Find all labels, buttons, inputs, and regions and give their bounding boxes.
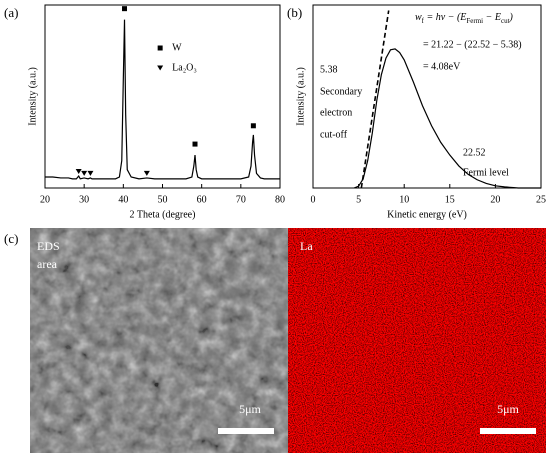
sem-texture [30,228,288,453]
x-tick-label: 60 [197,194,207,205]
scale-bar-label: 5μm [239,402,261,416]
x-tick-label: 0 [311,194,316,205]
data-line [360,10,390,189]
peak-marker [87,170,94,176]
panel-label: (c) [4,231,18,246]
formula-part: − E [483,12,501,23]
plot-frame [312,4,542,189]
scale-bar [480,428,536,434]
formula-part: ) [509,12,514,23]
y-axis-label: Intensity (a.u.) [27,67,38,126]
peak-marker [143,170,150,176]
formula-part: cut [501,17,510,25]
formula-part: f [422,17,425,25]
peak-marker [122,6,128,12]
annotation: 5.38 [320,64,338,75]
formula: wf = hν − (EFermi − Ecut) [415,12,514,24]
formula-part: Fermi [466,17,483,25]
x-tick-label: 70 [236,194,246,205]
x-tick-label: 30 [79,194,89,205]
peak-marker [192,141,198,147]
x-tick-label: 40 [118,194,128,205]
legend-marker [157,65,164,71]
peak-marker [250,123,256,129]
x-tick-label: 15 [445,194,455,205]
data-line [353,48,541,189]
plot-frame [44,4,281,189]
eds-texture [288,228,546,453]
x-tick-label: 25 [536,194,546,205]
annotation: Fermi level [463,167,509,178]
annotation: = 21.22 − (22.52 − 5.38) [423,39,522,50]
x-tick-label: 5 [356,194,361,205]
legend-marker [157,45,163,51]
image-label: EDS [37,239,60,253]
formula-part: = hν − (E [424,12,466,23]
x-tick-label: 20 [40,194,50,205]
x-axis-label: Kinetic energy (eV) [387,209,467,220]
x-tick-label: 10 [399,194,409,205]
annotation: electron [320,107,352,118]
legend-label: W [172,42,182,53]
x-tick-label: 20 [490,194,500,205]
x-axis-label: 2 Theta (degree) [130,209,196,220]
scale-bar [218,428,274,434]
image-label: area [37,257,58,271]
x-tick-label: 50 [158,194,168,205]
panel-label: (a) [4,5,18,20]
annotation: 22.52 [463,147,486,158]
data-line [45,19,280,180]
y-axis-label: Intensity (a.u.) [295,67,306,126]
annotation: Secondary [320,86,362,97]
peak-marker [81,170,88,176]
annotation: cut-off [320,129,348,140]
panel-label: (b) [287,5,302,20]
x-tick-label: 80 [275,194,285,205]
peak-marker [75,169,82,175]
annotation: = 4.08eV [423,61,461,72]
image-label: La [300,239,313,253]
legend-label: La₂O₃ [172,62,197,73]
formula-part: w [415,12,422,23]
scale-bar-label: 5μm [497,402,519,416]
